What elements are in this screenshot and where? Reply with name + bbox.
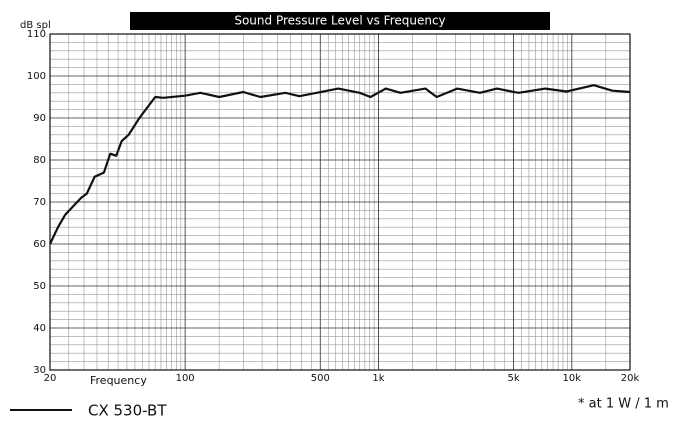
x-tick-label: 5k (508, 373, 520, 384)
y-tick-label: 110 (27, 29, 46, 40)
series-line (49, 84, 631, 245)
x-tick-label: 20k (621, 373, 640, 384)
footnote: * at 1 W / 1 m (578, 397, 669, 412)
y-tick-label: 60 (33, 239, 46, 250)
y-tick-label: 70 (33, 197, 46, 208)
y-tick-label: 50 (33, 281, 46, 292)
y-tick-label: 90 (33, 113, 46, 124)
chart-title: Sound Pressure Level vs Frequency (234, 14, 445, 28)
plot-frame (49, 33, 631, 371)
x-tick-label: 100 (176, 373, 195, 384)
y-tick-label: 30 (33, 365, 46, 376)
legend-label: CX 530-BT (88, 402, 167, 420)
x-tick-label: 1k (372, 373, 384, 384)
x-tick-label: 20 (44, 373, 57, 384)
y-tick-label: 100 (27, 71, 46, 82)
y-tick-label: 40 (33, 323, 46, 334)
y-axis-label: dB spl (20, 20, 51, 31)
x-tick-label: 10k (563, 373, 582, 384)
y-tick-label: 80 (33, 155, 46, 166)
title-bar (130, 12, 550, 30)
x-axis-label: Frequency (90, 374, 147, 387)
x-tick-label: 500 (311, 373, 330, 384)
